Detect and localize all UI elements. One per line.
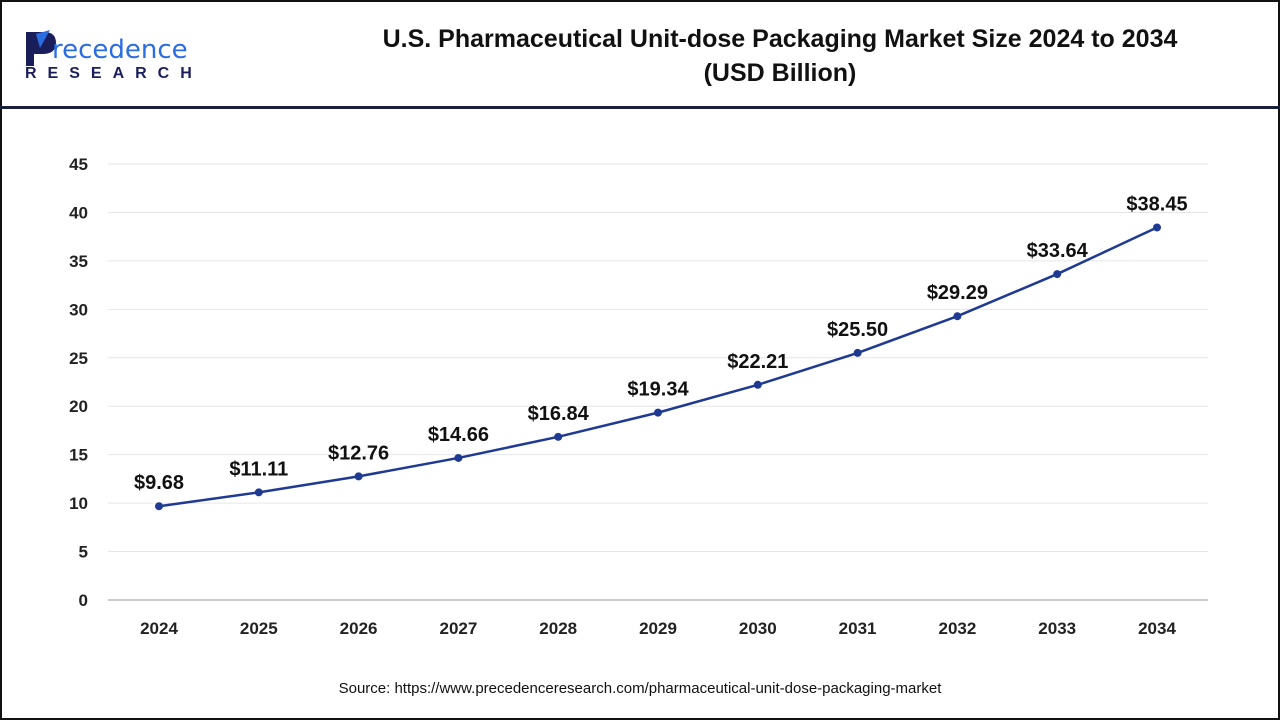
y-tick-label: 40 <box>69 203 88 222</box>
x-tick-label: 2026 <box>340 619 378 638</box>
y-tick-label: 35 <box>69 252 88 271</box>
data-label: $16.84 <box>528 403 590 425</box>
data-label: $12.76 <box>328 442 389 464</box>
x-tick-label: 2029 <box>639 619 677 638</box>
data-label: $9.68 <box>134 472 184 494</box>
data-point <box>554 432 563 441</box>
x-tick-label: 2031 <box>839 619 877 638</box>
data-label: $38.45 <box>1126 193 1187 215</box>
data-label: $11.11 <box>229 458 288 480</box>
x-tick-label: 2033 <box>1038 619 1076 638</box>
y-tick-label: 45 <box>69 155 88 174</box>
data-point <box>1053 270 1062 279</box>
data-point <box>254 488 263 497</box>
series-line <box>158 226 1158 508</box>
data-label: $14.66 <box>428 424 489 446</box>
data-label: $19.34 <box>627 379 689 401</box>
precedence-research-logo: recedence RESEARCH <box>22 28 212 85</box>
y-tick-label: 0 <box>79 591 88 610</box>
source-text: Source: https://www.precedenceresearch.c… <box>338 680 942 697</box>
x-tick-label: 2024 <box>140 619 178 638</box>
y-tick-label: 5 <box>79 543 88 562</box>
y-tick-label: 15 <box>69 446 88 465</box>
x-tick-label: 2027 <box>439 619 477 638</box>
data-point <box>753 380 762 389</box>
data-label: $22.21 <box>727 351 788 373</box>
x-tick-label: 2025 <box>240 619 278 638</box>
x-tick-label: 2030 <box>739 619 777 638</box>
data-point <box>853 348 862 357</box>
y-tick-label: 20 <box>69 397 88 416</box>
data-label: $25.50 <box>827 319 888 341</box>
header: recedence RESEARCH U.S. Pharmaceutical U… <box>0 0 1280 109</box>
x-tick-label: 2028 <box>539 619 577 638</box>
data-point <box>953 312 962 321</box>
y-tick-label: 10 <box>69 494 88 513</box>
data-point <box>354 472 363 481</box>
data-label: $33.64 <box>1027 240 1089 262</box>
x-tick-label: 2032 <box>938 619 976 638</box>
data-point <box>155 502 163 511</box>
data-point <box>454 453 463 462</box>
x-tick-label: 2034 <box>1138 619 1176 638</box>
data-point <box>654 408 662 417</box>
data-label: $29.29 <box>927 282 988 304</box>
title-line-1: U.S. Pharmaceutical Unit-dose Packaging … <box>382 25 1178 53</box>
title-line-2: (USD Billion) <box>703 59 857 87</box>
data-point <box>1153 223 1161 232</box>
y-tick-label: 30 <box>69 300 88 319</box>
chart-title: U.S. Pharmaceutical Unit-dose Packaging … <box>290 22 1270 90</box>
svg-text:RESEARCH: RESEARCH <box>25 65 203 80</box>
y-tick-label: 25 <box>69 349 88 368</box>
svg-text:recedence: recedence <box>52 35 188 65</box>
